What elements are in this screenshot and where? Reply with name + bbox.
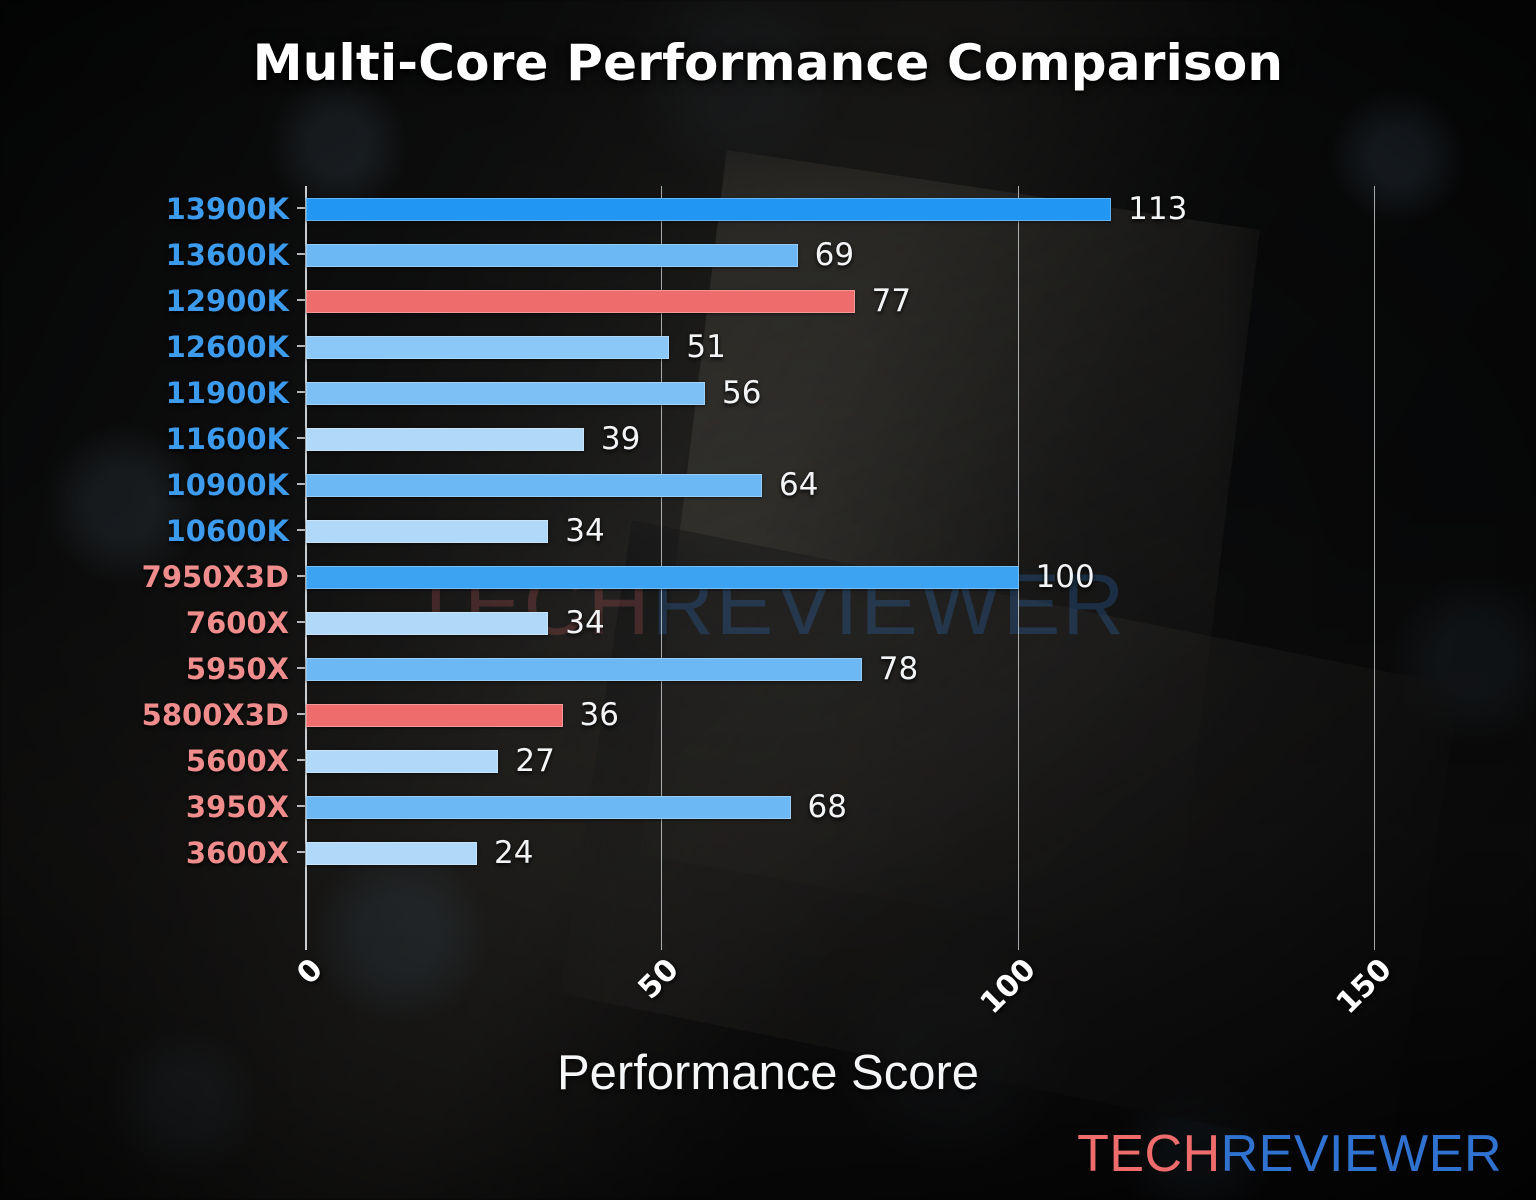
bar-value-11900k: 56 bbox=[722, 375, 762, 411]
bar-row[interactable]: 11600K 39 bbox=[166, 416, 1445, 462]
bar-13900k[interactable] bbox=[306, 198, 1112, 221]
y-axis-tick bbox=[297, 391, 305, 393]
bar-11900k[interactable] bbox=[306, 382, 705, 405]
bar-value-3600x: 24 bbox=[494, 835, 534, 871]
y-axis-tick bbox=[297, 851, 305, 853]
bar-value-5950x: 78 bbox=[878, 651, 919, 687]
y-axis-tick bbox=[297, 575, 305, 577]
bar-value-7600x: 34 bbox=[565, 605, 605, 641]
y-axis-tick bbox=[297, 667, 305, 669]
brand-logo: TECHREVIEWER bbox=[1077, 1124, 1502, 1184]
bar-value-5600x: 27 bbox=[515, 743, 555, 779]
bar-row[interactable]: 12900K 77 bbox=[166, 278, 1445, 324]
category-label-5800x3d: 5800X3D bbox=[141, 698, 289, 732]
bar-row[interactable]: 3600X 24 bbox=[186, 830, 1445, 876]
bar-13600k[interactable] bbox=[306, 244, 798, 267]
bar-value-10900k: 64 bbox=[779, 467, 819, 503]
y-axis-tick bbox=[297, 299, 305, 301]
bar-value-3950x: 68 bbox=[807, 789, 847, 825]
category-label-5600x: 5600X bbox=[185, 744, 289, 778]
category-label-7600x: 7600X bbox=[185, 606, 289, 640]
bar-3600x[interactable] bbox=[306, 842, 477, 865]
bar-value-13600k: 69 bbox=[814, 237, 855, 273]
bar-row[interactable]: 5600X 27 bbox=[186, 738, 1445, 784]
bar-12900k[interactable] bbox=[306, 290, 855, 313]
brand-tech-text: TECH bbox=[1077, 1125, 1221, 1183]
category-label-5950x: 5950X bbox=[185, 652, 289, 686]
category-label-11600k: 11600K bbox=[165, 422, 289, 456]
bar-3950x[interactable] bbox=[306, 796, 791, 819]
y-axis-tick bbox=[297, 529, 305, 531]
category-label-10900k: 10900K bbox=[165, 468, 289, 502]
category-label-12600k: 12600K bbox=[165, 330, 289, 364]
chart-title: Multi-Core Performance Comparison bbox=[252, 34, 1284, 92]
category-label-7950x3d: 7950X3D bbox=[141, 560, 289, 594]
y-axis-tick bbox=[297, 621, 305, 623]
bar-value-12900k: 77 bbox=[871, 283, 912, 319]
y-axis-tick bbox=[297, 483, 305, 485]
bar-12600k[interactable] bbox=[306, 336, 670, 359]
bar-value-11600k: 39 bbox=[600, 421, 641, 457]
bar-5950x[interactable] bbox=[306, 658, 862, 681]
bar-value-7950x3d: 100 bbox=[1035, 559, 1095, 595]
bar-row[interactable]: 11900K 56 bbox=[166, 370, 1445, 416]
bar-row[interactable]: 10900K 64 bbox=[166, 462, 1445, 508]
category-label-3600x: 3600X bbox=[185, 836, 289, 870]
y-axis-tick bbox=[297, 437, 305, 439]
category-label-3950x: 3950X bbox=[185, 790, 289, 824]
category-label-10600k: 10600K bbox=[165, 514, 289, 548]
category-label-11900k: 11900K bbox=[165, 376, 289, 410]
bar-value-5800x3d: 36 bbox=[579, 697, 619, 733]
bar-row[interactable]: 13600K 69 bbox=[166, 232, 1445, 278]
y-axis-tick bbox=[297, 713, 305, 715]
gridline-150 bbox=[1373, 186, 1375, 950]
category-label-13900k: 13900K bbox=[165, 192, 289, 226]
bar-row[interactable]: 3950X 68 bbox=[186, 784, 1445, 830]
bar-row[interactable]: 5950X 78 bbox=[186, 646, 1445, 692]
bar-11600k[interactable] bbox=[306, 428, 584, 451]
bar-10900k[interactable] bbox=[306, 474, 762, 497]
y-axis-tick bbox=[297, 253, 305, 255]
bar-row[interactable]: 5800X3D 36 bbox=[142, 692, 1445, 738]
brand-reviewer-text: REVIEWER bbox=[1220, 1125, 1502, 1183]
bar-5800x3d[interactable] bbox=[306, 704, 563, 727]
bar-7600x[interactable] bbox=[306, 612, 549, 635]
plot-area: 13900K 113 13600K 69 12900K 77 12600K 51 11900K 5… bbox=[142, 186, 1445, 950]
bar-value-13900k: 113 bbox=[1128, 191, 1188, 227]
bar-row[interactable]: 12600K 51 bbox=[166, 324, 1445, 370]
bar-7950x3d[interactable] bbox=[306, 566, 1019, 589]
y-axis-tick bbox=[297, 207, 305, 209]
y-axis-tick bbox=[297, 345, 305, 347]
bar-row[interactable]: 7600X 34 bbox=[186, 600, 1445, 646]
bar-10600k[interactable] bbox=[306, 520, 549, 543]
bar-value-12600k: 51 bbox=[686, 329, 726, 365]
bar-row[interactable]: 10600K 34 bbox=[166, 508, 1445, 554]
category-label-13600k: 13600K bbox=[165, 238, 289, 272]
x-axis-label: Performance Score bbox=[556, 1046, 980, 1100]
bar-value-10600k: 34 bbox=[565, 513, 605, 549]
bar-row[interactable]: 7950X3D 100 bbox=[142, 554, 1445, 600]
y-axis-tick bbox=[297, 805, 305, 807]
bar-row[interactable]: 13900K 113 bbox=[166, 186, 1445, 232]
bar-5600x[interactable] bbox=[306, 750, 499, 773]
category-label-12900k: 12900K bbox=[165, 284, 289, 318]
y-axis-tick bbox=[297, 759, 305, 761]
